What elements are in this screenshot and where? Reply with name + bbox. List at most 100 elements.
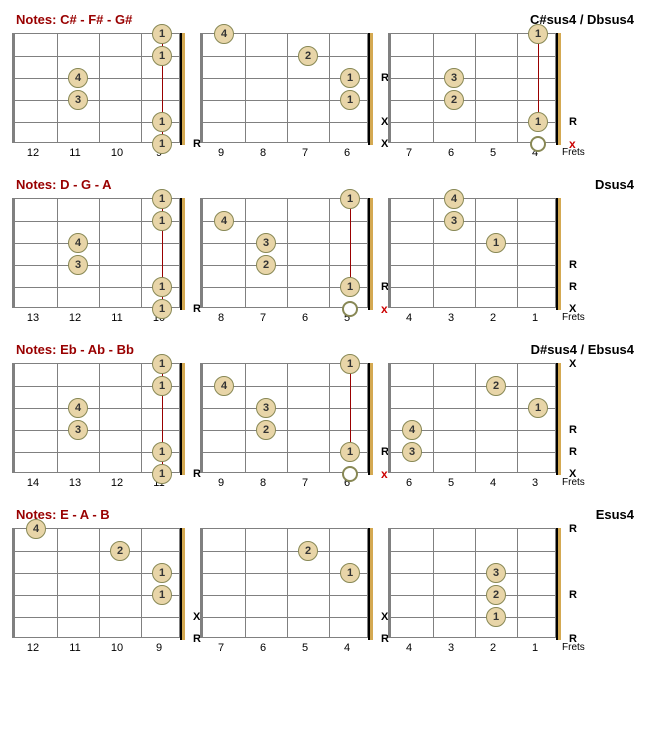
- fret-line: [517, 364, 518, 472]
- fret-line: [287, 529, 288, 637]
- finger-dot: 1: [340, 563, 360, 583]
- fret-number: 5: [430, 477, 472, 489]
- fretboard: 14321Rx: [200, 363, 368, 473]
- fret-number: 9: [200, 147, 242, 159]
- row-header: Notes: E - A - BEsus4: [12, 507, 638, 522]
- side-marker: R: [569, 424, 577, 436]
- fret-line: [57, 529, 58, 637]
- nut: [368, 363, 373, 475]
- open-string-dot: [342, 301, 358, 317]
- side-marker: R: [569, 589, 577, 601]
- string-line: [203, 243, 367, 244]
- string-line: [203, 122, 367, 123]
- barre-line: [350, 199, 351, 287]
- chord-diagram: 431RRX4321Frets: [388, 198, 556, 324]
- fret-number: 11: [96, 312, 138, 324]
- finger-dot: 1: [152, 112, 172, 132]
- finger-dot: 3: [444, 211, 464, 231]
- fret-line: [245, 529, 246, 637]
- fret-number: 10: [96, 642, 138, 654]
- finger-dot: 1: [152, 464, 172, 484]
- fret-line: [245, 199, 246, 307]
- diagram-group: 4211XR121110921XR7654321RRR4321Frets: [12, 528, 638, 654]
- finger-dot: 1: [528, 24, 548, 44]
- fret-number: 11: [54, 147, 96, 159]
- fret-number: 3: [430, 642, 472, 654]
- chord-name: Esus4: [596, 507, 634, 522]
- finger-dot: 2: [298, 46, 318, 66]
- finger-dot: 1: [152, 299, 172, 319]
- finger-dot: 1: [340, 90, 360, 110]
- fretboard: 4211RXX: [200, 33, 368, 143]
- fret-line: [99, 529, 100, 637]
- finger-dot: 4: [444, 189, 464, 209]
- finger-dot: 2: [298, 541, 318, 561]
- frets-label: Frets: [562, 477, 585, 488]
- fret-number: 7: [284, 147, 326, 159]
- fret-numbers: 4321: [388, 312, 556, 324]
- fret-line: [517, 529, 518, 637]
- finger-dot: 1: [152, 211, 172, 231]
- frets-label: Frets: [562, 642, 585, 653]
- string-line: [391, 573, 555, 574]
- finger-dot: 3: [68, 420, 88, 440]
- fretboard: 2143XRRX: [388, 363, 556, 473]
- fret-line: [287, 199, 288, 307]
- chord-diagram: 114311R14131211: [12, 363, 180, 489]
- fret-number: 13: [54, 477, 96, 489]
- finger-dot: 2: [444, 90, 464, 110]
- chord-row: Notes: D - G - ADsus4114311R131211101432…: [12, 177, 638, 324]
- finger-dot: 1: [340, 442, 360, 462]
- fret-number: 5: [472, 147, 514, 159]
- fret-number: 12: [12, 147, 54, 159]
- fret-number: 8: [242, 147, 284, 159]
- finger-dot: 1: [152, 24, 172, 44]
- finger-dot: 1: [152, 277, 172, 297]
- fret-number: 10: [96, 147, 138, 159]
- frets-label: Frets: [562, 312, 585, 323]
- chord-diagram: 321RRR4321Frets: [388, 528, 556, 654]
- side-marker: R: [569, 281, 577, 293]
- fret-line: [99, 34, 100, 142]
- fret-number: 8: [242, 477, 284, 489]
- fret-number: 4: [472, 477, 514, 489]
- fret-number: 9: [200, 477, 242, 489]
- fret-line: [57, 364, 58, 472]
- fret-line: [57, 34, 58, 142]
- finger-dot: 4: [26, 519, 46, 539]
- string-line: [15, 408, 179, 409]
- string-line: [391, 243, 555, 244]
- string-line: [15, 78, 179, 79]
- fret-number: 2: [472, 312, 514, 324]
- chord-chart-container: Notes: C# - F# - G#C#sus4 / Dbsus4114311…: [12, 12, 638, 654]
- fret-line: [517, 199, 518, 307]
- side-marker: x: [381, 302, 388, 316]
- fret-line: [99, 364, 100, 472]
- finger-dot: 4: [68, 398, 88, 418]
- fret-line: [245, 34, 246, 142]
- side-marker: R: [569, 259, 577, 271]
- fret-number: 8: [200, 312, 242, 324]
- chord-diagram: 14321Rx8765: [200, 198, 368, 324]
- fret-number: 6: [242, 642, 284, 654]
- string-line: [203, 430, 367, 431]
- finger-dot: 1: [152, 354, 172, 374]
- fret-number: 6: [284, 312, 326, 324]
- string-line: [391, 617, 555, 618]
- fretboard: 114311R: [12, 363, 180, 473]
- finger-dot: 2: [486, 376, 506, 396]
- finger-dot: 4: [214, 376, 234, 396]
- fret-number: 7: [284, 477, 326, 489]
- chord-diagram: 4211RXX9876: [200, 33, 368, 159]
- fret-number: 3: [430, 312, 472, 324]
- fret-line: [329, 34, 330, 142]
- fret-number: 3: [514, 477, 556, 489]
- fret-number: 6: [430, 147, 472, 159]
- nut: [180, 198, 185, 310]
- fret-line: [475, 199, 476, 307]
- finger-dot: 2: [256, 255, 276, 275]
- fretboard: 321RRR: [388, 528, 556, 638]
- finger-dot: 1: [486, 607, 506, 627]
- notes-label: Notes: D - G - A: [16, 177, 112, 192]
- fretboard: 1321Rx: [388, 33, 556, 143]
